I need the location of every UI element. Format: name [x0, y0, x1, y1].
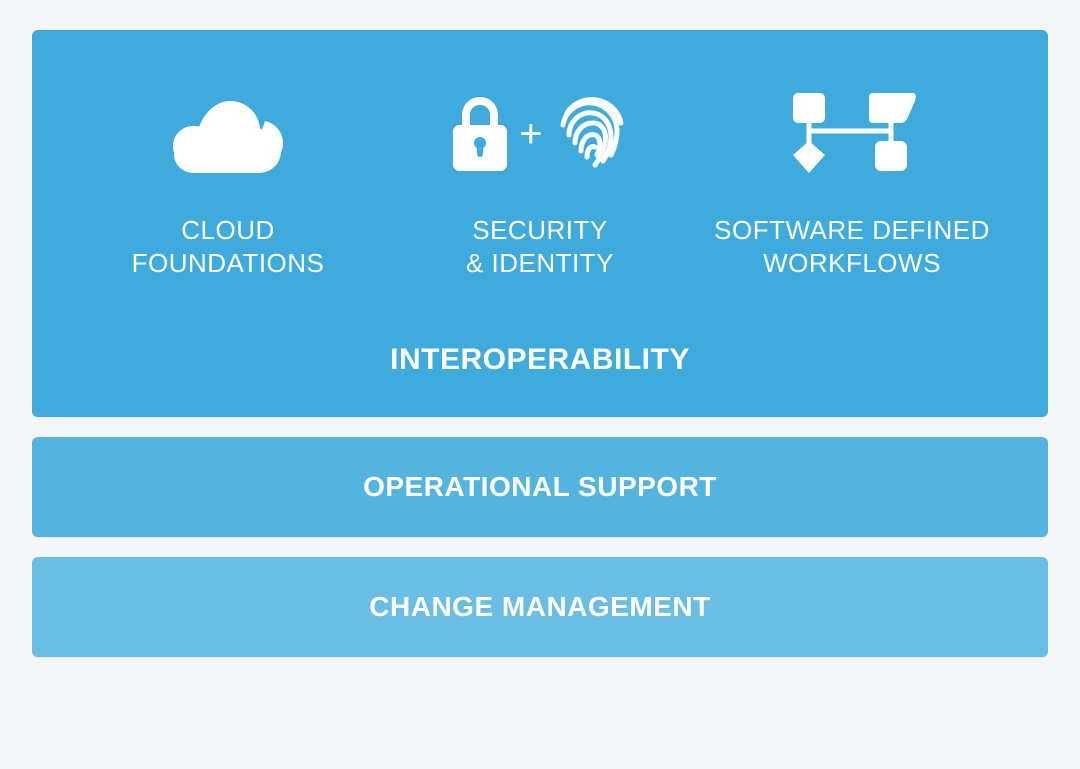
operational-support-bar: OPERATIONAL SUPPORT [32, 437, 1048, 537]
interoperability-title: INTEROPERABILITY [72, 343, 1008, 377]
pillar-label: SECURITY & IDENTITY [466, 214, 614, 279]
bar-label: CHANGE MANAGEMENT [52, 591, 1028, 623]
change-management-bar: CHANGE MANAGEMENT [32, 557, 1048, 657]
lock-icon [453, 97, 507, 171]
cloud-icon [173, 86, 283, 182]
pillar-columns: CLOUD FOUNDATIONS + [72, 86, 1008, 279]
pillar-label: SOFTWARE DEFINED WORKFLOWS [714, 214, 990, 279]
pillar-cloud-foundations: CLOUD FOUNDATIONS [72, 86, 384, 279]
workflow-icon [787, 86, 917, 182]
fingerprint-icon [555, 95, 627, 173]
interoperability-panel: CLOUD FOUNDATIONS + [32, 30, 1048, 417]
pillar-software-workflows: SOFTWARE DEFINED WORKFLOWS [696, 86, 1008, 279]
bar-label: OPERATIONAL SUPPORT [52, 471, 1028, 503]
pillar-security-identity: + SECURITY & IDENTITY [384, 86, 696, 279]
plus-icon: + [517, 114, 545, 154]
security-identity-icon: + [453, 86, 627, 182]
pillar-label: CLOUD FOUNDATIONS [132, 214, 325, 279]
